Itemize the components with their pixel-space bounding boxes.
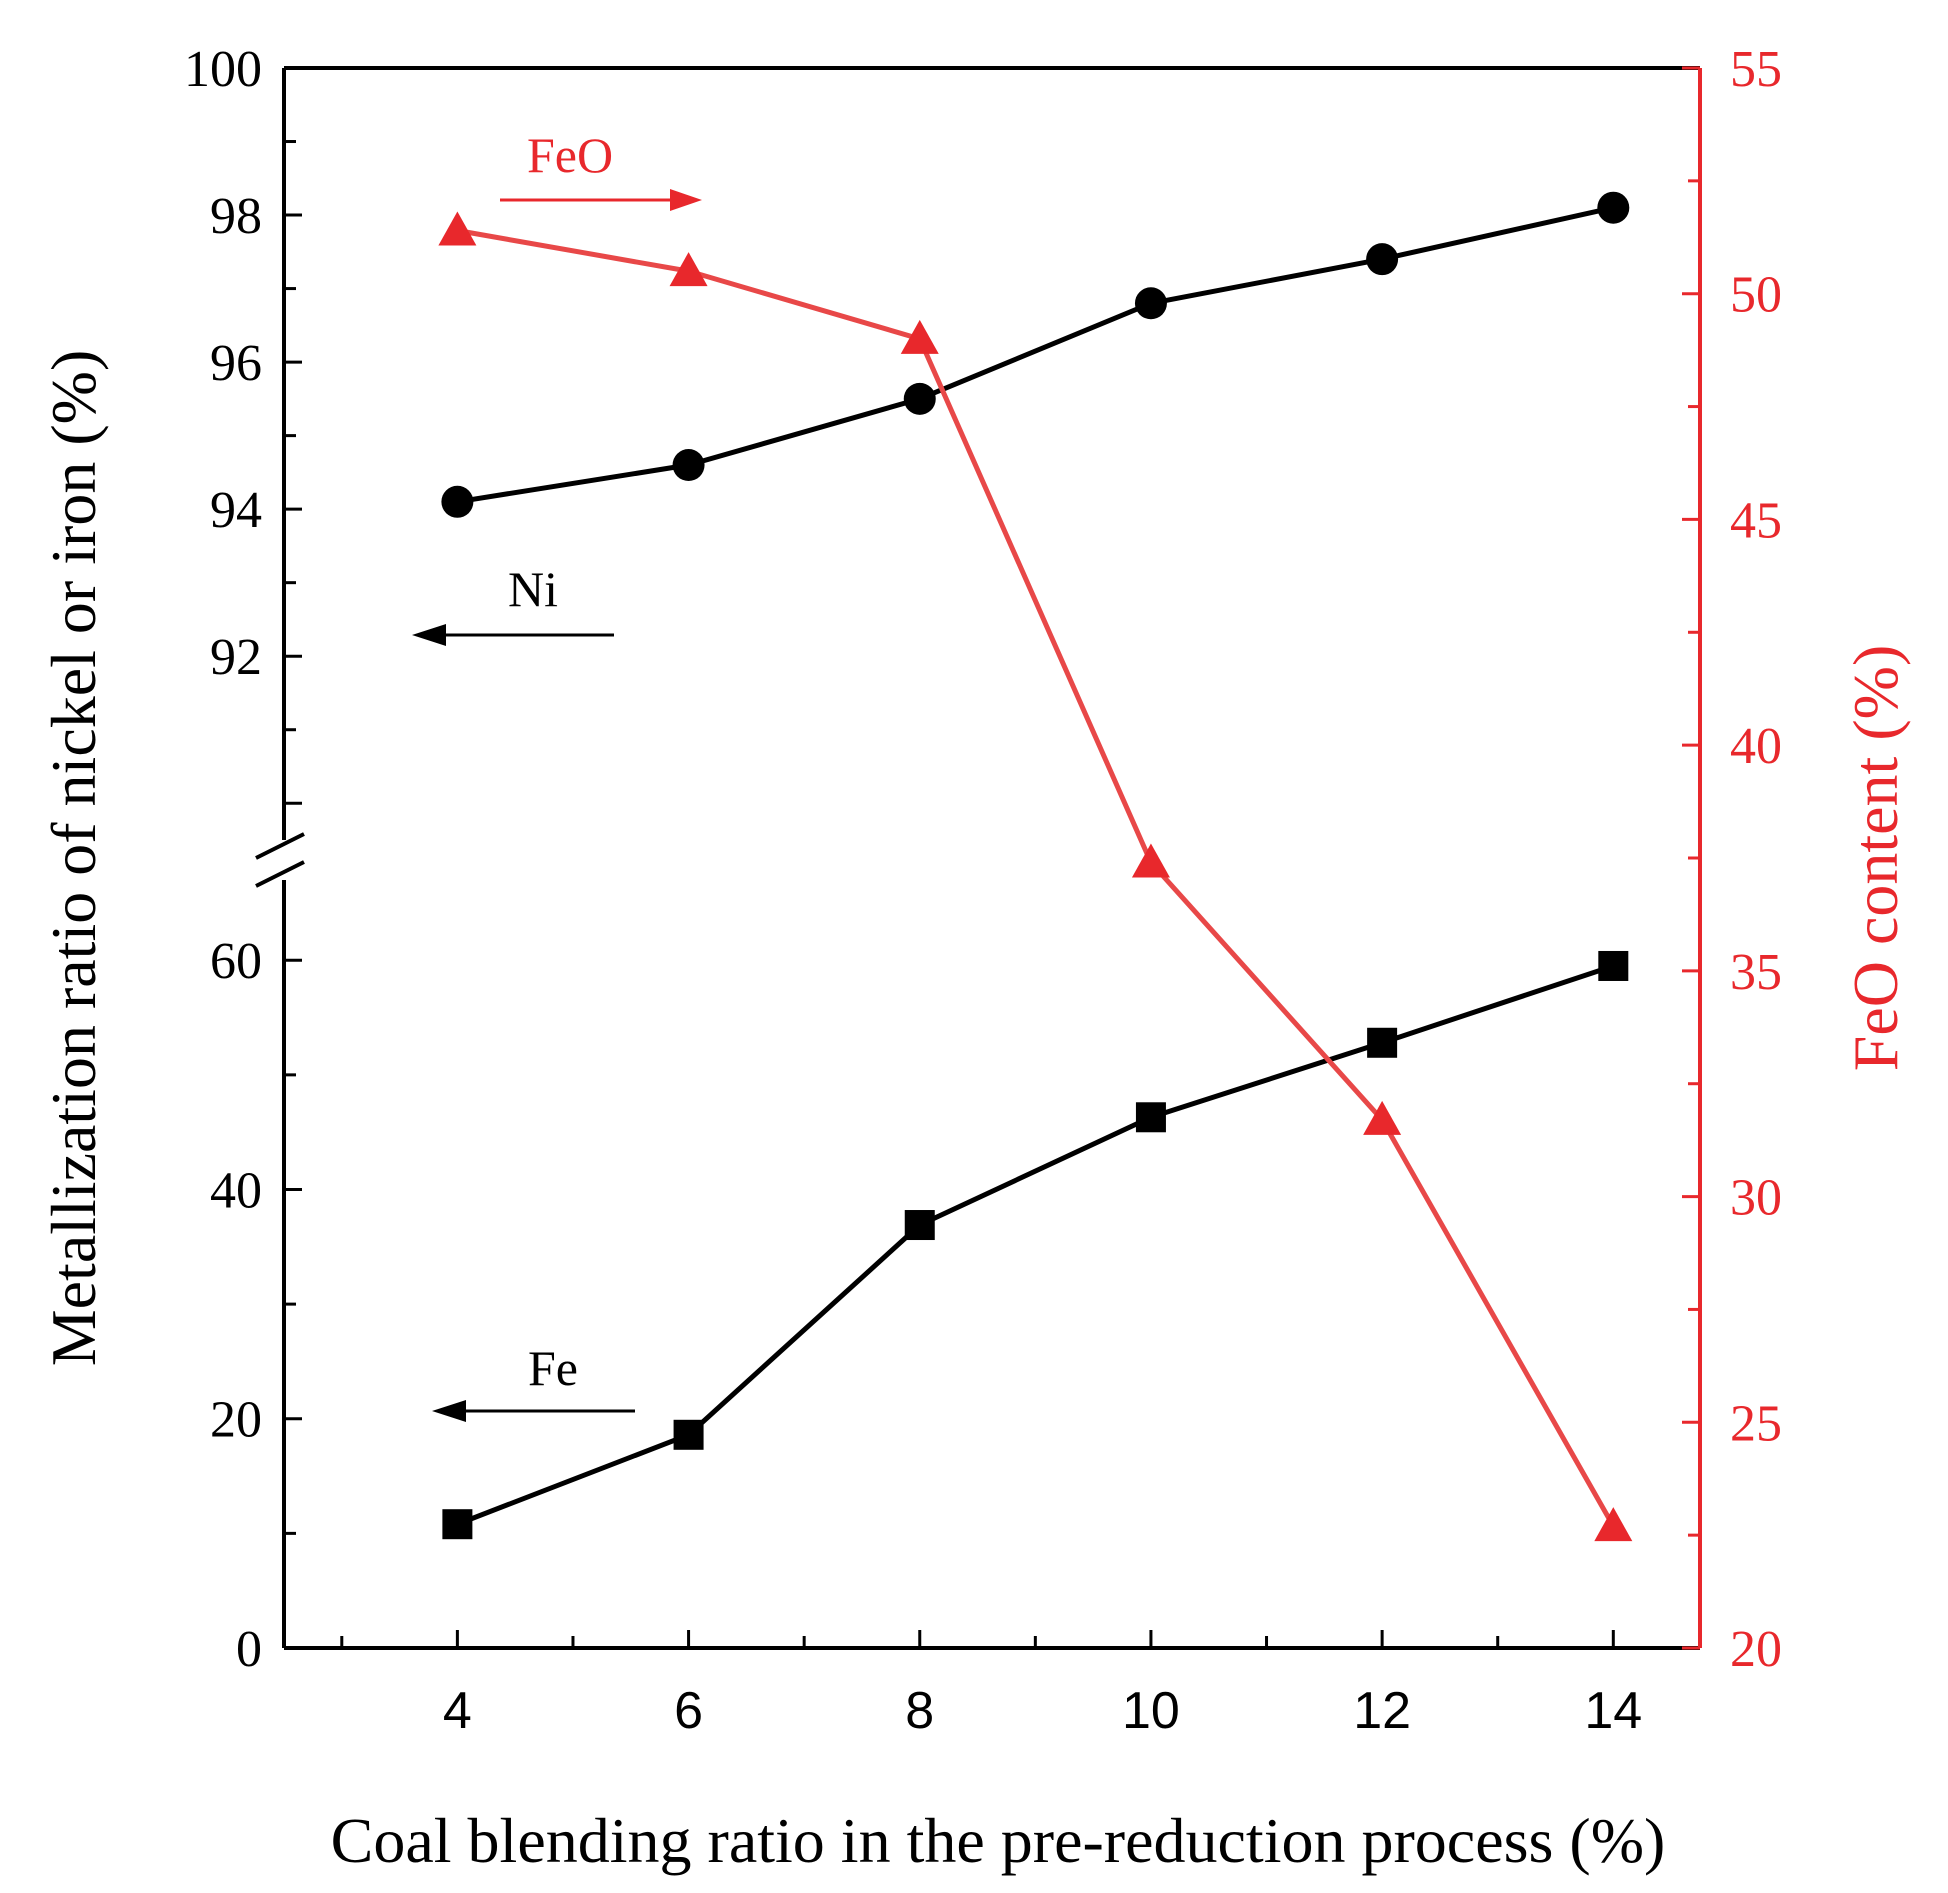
annotation-ni-arrowhead — [412, 624, 446, 646]
annotations: FeO Ni Fe — [412, 127, 702, 1422]
data-point-ni — [441, 485, 474, 518]
data-point-ni — [1366, 243, 1399, 276]
right-y-axis: 20 25 30 35 40 45 50 55 — [1682, 41, 1782, 1678]
left-tick-label: 96 — [210, 335, 262, 392]
left-tick-label: 94 — [210, 482, 262, 539]
data-point-ni — [1134, 287, 1167, 320]
data-point-feo — [1363, 1100, 1402, 1135]
left-tick-label: 100 — [184, 41, 262, 98]
left-tick-label: 20 — [210, 1392, 262, 1449]
axis-break-mark — [255, 860, 305, 888]
series-line-fe — [456, 963, 1615, 1527]
left-tick-label: 92 — [210, 629, 262, 686]
right-tick-label: 20 — [1730, 1621, 1782, 1678]
annotation-feo-label: FeO — [527, 127, 613, 183]
annotation-feo-arrowhead — [670, 189, 702, 211]
right-tick-label: 25 — [1730, 1395, 1782, 1452]
x-axis: 4 6 8 10 12 14 — [340, 1630, 1642, 1740]
data-point-fe — [1135, 1102, 1166, 1133]
data-point-feo — [1131, 843, 1170, 878]
right-tick-label: 30 — [1730, 1170, 1782, 1227]
x-tick-label: 6 — [674, 1682, 703, 1740]
data-point-fe — [1367, 1027, 1398, 1058]
series-lines — [456, 205, 1616, 1528]
left-tick-label: 0 — [236, 1621, 262, 1678]
x-tick-label: 10 — [1122, 1682, 1180, 1740]
data-point-ni — [903, 382, 936, 415]
x-axis-title: Coal blending ratio in the pre-reduction… — [331, 1805, 1666, 1876]
x-tick-label: 8 — [905, 1682, 934, 1740]
axis-break-mark — [255, 832, 305, 860]
x-tick-label: 14 — [1584, 1682, 1642, 1740]
data-point-fe — [673, 1419, 704, 1450]
left-y-axis: 92 94 96 98 100 0 20 40 60 — [184, 41, 302, 1678]
data-point-fe — [904, 1210, 935, 1241]
x-tick-label: 4 — [443, 1682, 472, 1740]
right-tick-label: 55 — [1730, 41, 1782, 98]
right-y-axis-title: FeO content (%) — [1840, 645, 1911, 1072]
data-point-feo — [900, 319, 939, 354]
annotation-ni-label: Ni — [508, 561, 558, 617]
series-markers — [438, 191, 1633, 1542]
data-point-ni — [672, 449, 705, 482]
annotation-fe-arrowhead — [432, 1400, 466, 1422]
left-tick-label: 40 — [210, 1162, 262, 1219]
data-point-feo — [1594, 1507, 1633, 1542]
right-tick-label: 40 — [1730, 718, 1782, 775]
annotation-fe-label: Fe — [528, 1340, 578, 1396]
left-y-axis-title: Metallization ratio of nickel or iron (%… — [38, 350, 109, 1367]
x-tick-label: 12 — [1353, 1682, 1411, 1740]
left-tick-label: 60 — [210, 933, 262, 990]
data-point-feo — [438, 211, 477, 246]
data-point-fe — [1598, 950, 1629, 981]
data-point-ni — [1597, 191, 1630, 224]
right-tick-label: 45 — [1730, 492, 1782, 549]
series-line-feo — [456, 228, 1616, 1528]
data-point-fe — [442, 1509, 473, 1540]
right-tick-label: 35 — [1730, 944, 1782, 1001]
series-line-ni — [456, 205, 1614, 505]
data-point-feo — [669, 252, 708, 287]
left-tick-label: 98 — [210, 188, 262, 245]
right-tick-label: 50 — [1730, 267, 1782, 324]
